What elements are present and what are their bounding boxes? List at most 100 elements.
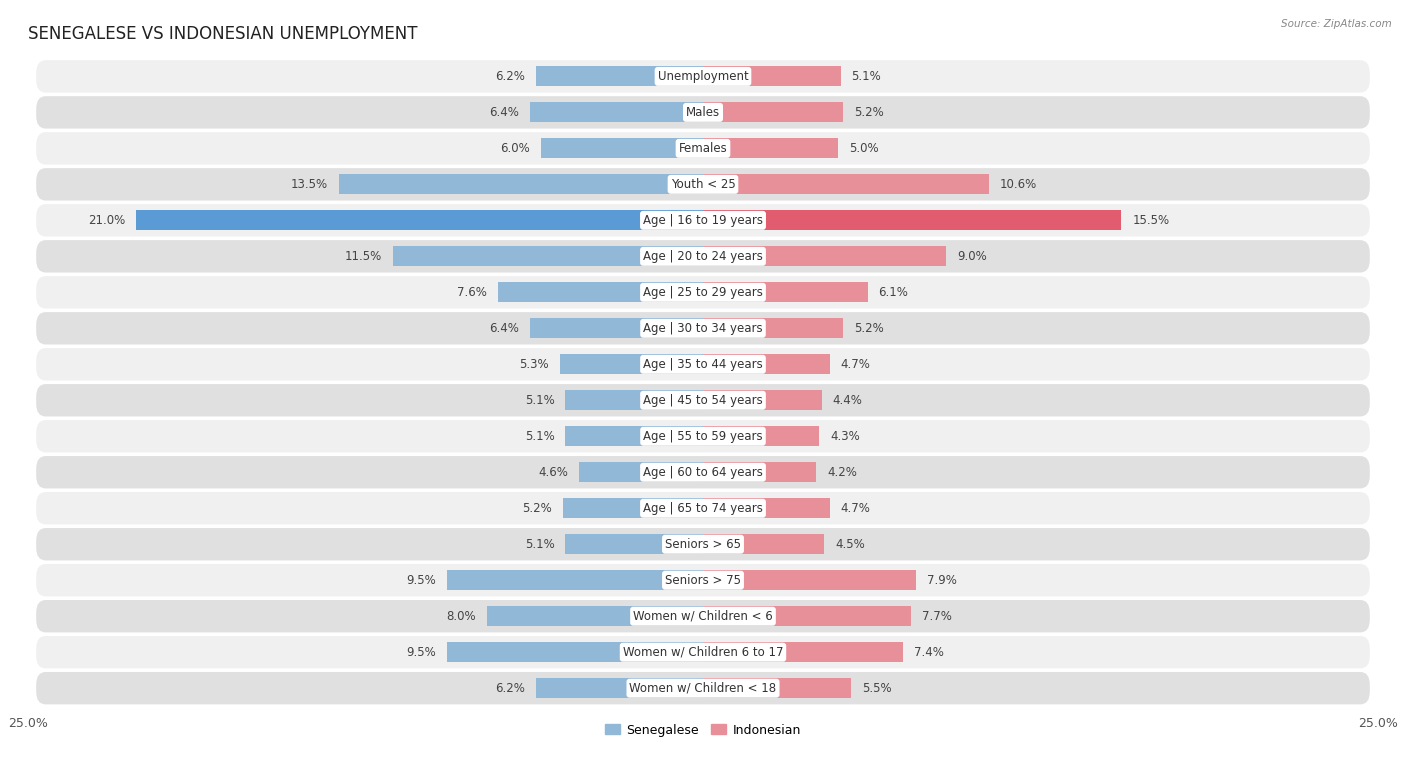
Bar [560, 354, 703, 374]
Bar [703, 102, 844, 123]
Bar [536, 67, 703, 86]
Text: Source: ZipAtlas.com: Source: ZipAtlas.com [1281, 19, 1392, 29]
Text: Age | 60 to 64 years: Age | 60 to 64 years [643, 466, 763, 478]
Bar [703, 570, 917, 590]
Text: 5.2%: 5.2% [855, 322, 884, 335]
Bar [703, 174, 990, 195]
Text: Age | 25 to 29 years: Age | 25 to 29 years [643, 286, 763, 299]
Bar [565, 391, 703, 410]
Text: 4.5%: 4.5% [835, 537, 865, 551]
Text: 10.6%: 10.6% [1000, 178, 1038, 191]
Bar [703, 354, 830, 374]
Bar [562, 498, 703, 518]
FancyBboxPatch shape [37, 312, 1369, 344]
Bar [447, 642, 703, 662]
Text: 4.7%: 4.7% [841, 358, 870, 371]
FancyBboxPatch shape [37, 636, 1369, 668]
Text: Age | 30 to 34 years: Age | 30 to 34 years [643, 322, 763, 335]
Bar [498, 282, 703, 302]
FancyBboxPatch shape [37, 384, 1369, 416]
Text: 9.0%: 9.0% [956, 250, 987, 263]
Text: 6.4%: 6.4% [489, 106, 519, 119]
Text: 6.1%: 6.1% [879, 286, 908, 299]
FancyBboxPatch shape [37, 204, 1369, 236]
FancyBboxPatch shape [37, 420, 1369, 453]
Text: 13.5%: 13.5% [291, 178, 328, 191]
Bar [541, 139, 703, 158]
FancyBboxPatch shape [37, 672, 1369, 704]
Text: 7.9%: 7.9% [927, 574, 957, 587]
Text: Women w/ Children 6 to 17: Women w/ Children 6 to 17 [623, 646, 783, 659]
Bar [530, 319, 703, 338]
Text: 4.6%: 4.6% [538, 466, 568, 478]
Text: 7.4%: 7.4% [914, 646, 943, 659]
Legend: Senegalese, Indonesian: Senegalese, Indonesian [600, 718, 806, 742]
Text: 9.5%: 9.5% [406, 574, 436, 587]
Bar [703, 534, 824, 554]
FancyBboxPatch shape [37, 492, 1369, 525]
Bar [565, 426, 703, 446]
Bar [703, 67, 841, 86]
FancyBboxPatch shape [37, 132, 1369, 164]
Text: Age | 55 to 59 years: Age | 55 to 59 years [643, 430, 763, 443]
Text: 5.2%: 5.2% [855, 106, 884, 119]
Text: 15.5%: 15.5% [1132, 213, 1170, 227]
Bar [703, 247, 946, 266]
Text: 8.0%: 8.0% [447, 609, 477, 623]
Text: 5.1%: 5.1% [524, 430, 554, 443]
Bar [703, 606, 911, 626]
Text: Age | 20 to 24 years: Age | 20 to 24 years [643, 250, 763, 263]
FancyBboxPatch shape [37, 528, 1369, 560]
Text: Age | 16 to 19 years: Age | 16 to 19 years [643, 213, 763, 227]
Bar [703, 139, 838, 158]
Bar [703, 642, 903, 662]
Bar [136, 210, 703, 230]
Text: 4.7%: 4.7% [841, 502, 870, 515]
Bar [565, 534, 703, 554]
Text: 4.4%: 4.4% [832, 394, 862, 407]
Bar [486, 606, 703, 626]
Text: Youth < 25: Youth < 25 [671, 178, 735, 191]
FancyBboxPatch shape [37, 348, 1369, 381]
Text: 5.1%: 5.1% [524, 394, 554, 407]
Text: 5.1%: 5.1% [524, 537, 554, 551]
FancyBboxPatch shape [37, 564, 1369, 597]
Text: 7.6%: 7.6% [457, 286, 486, 299]
Bar [703, 678, 852, 698]
Text: 6.4%: 6.4% [489, 322, 519, 335]
Bar [536, 678, 703, 698]
Bar [703, 319, 844, 338]
Text: Seniors > 75: Seniors > 75 [665, 574, 741, 587]
Text: Males: Males [686, 106, 720, 119]
FancyBboxPatch shape [37, 240, 1369, 273]
Text: 11.5%: 11.5% [344, 250, 382, 263]
Bar [703, 391, 821, 410]
FancyBboxPatch shape [37, 96, 1369, 129]
Text: 21.0%: 21.0% [89, 213, 125, 227]
Text: 5.3%: 5.3% [519, 358, 550, 371]
Text: 7.7%: 7.7% [922, 609, 952, 623]
Text: Seniors > 65: Seniors > 65 [665, 537, 741, 551]
Text: Females: Females [679, 142, 727, 155]
Text: 5.1%: 5.1% [852, 70, 882, 83]
Bar [447, 570, 703, 590]
Text: 6.0%: 6.0% [501, 142, 530, 155]
Bar [703, 210, 1122, 230]
Bar [703, 498, 830, 518]
FancyBboxPatch shape [37, 168, 1369, 201]
Text: Women w/ Children < 18: Women w/ Children < 18 [630, 682, 776, 695]
Bar [703, 463, 817, 482]
Text: 6.2%: 6.2% [495, 682, 524, 695]
Bar [703, 426, 820, 446]
Bar [703, 282, 868, 302]
Bar [579, 463, 703, 482]
Bar [530, 102, 703, 123]
Text: SENEGALESE VS INDONESIAN UNEMPLOYMENT: SENEGALESE VS INDONESIAN UNEMPLOYMENT [28, 25, 418, 43]
Text: 6.2%: 6.2% [495, 70, 524, 83]
FancyBboxPatch shape [37, 456, 1369, 488]
FancyBboxPatch shape [37, 276, 1369, 309]
Text: Unemployment: Unemployment [658, 70, 748, 83]
Text: 9.5%: 9.5% [406, 646, 436, 659]
Text: Age | 45 to 54 years: Age | 45 to 54 years [643, 394, 763, 407]
Text: 4.3%: 4.3% [830, 430, 859, 443]
